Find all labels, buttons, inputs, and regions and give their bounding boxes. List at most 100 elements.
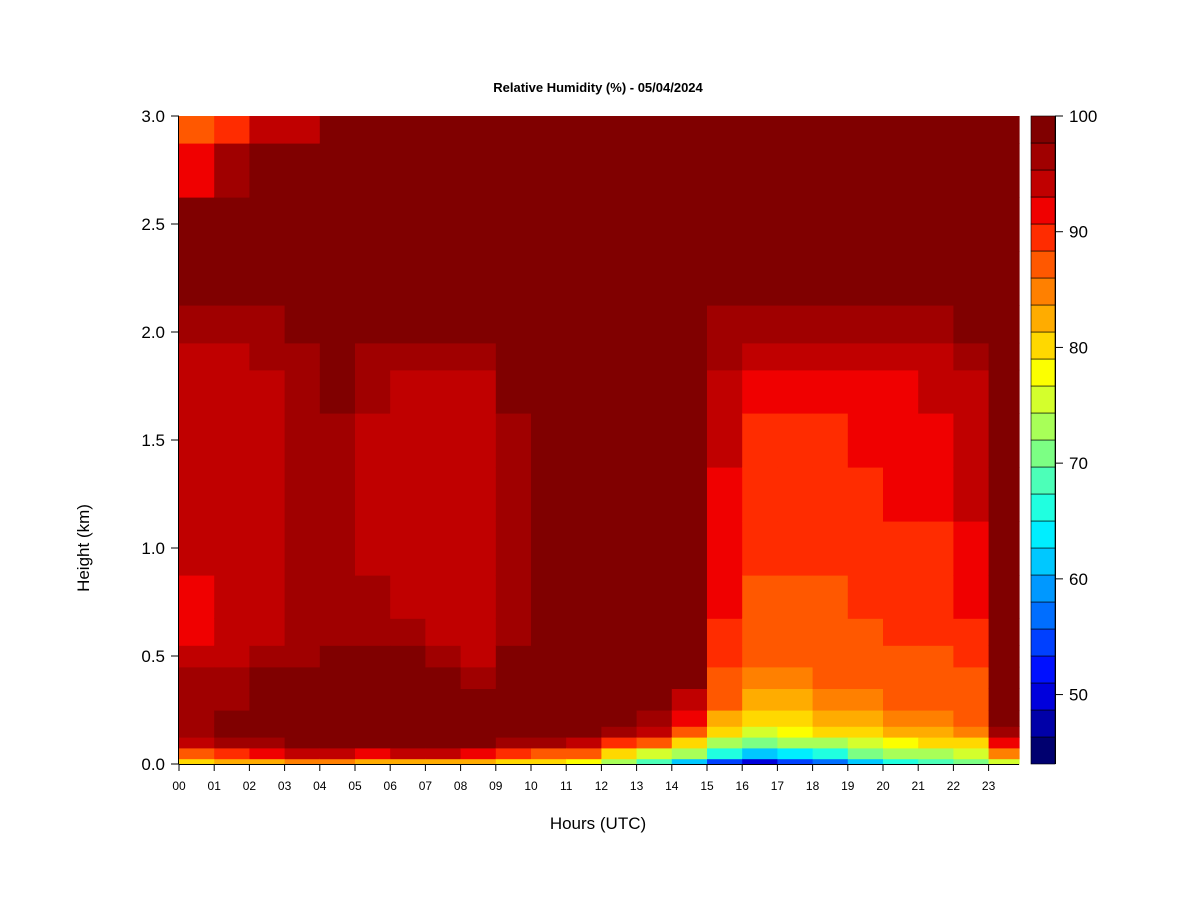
- colorbar-tick-label: 60: [1069, 570, 1088, 589]
- heatmap-cell: [461, 748, 497, 759]
- heatmap-cell: [742, 759, 778, 765]
- heatmap-cell: [813, 143, 849, 198]
- x-tick-label: 07: [419, 779, 433, 793]
- heatmap-cell: [989, 737, 1020, 748]
- heatmap-cell: [390, 618, 426, 646]
- x-tick-label: 08: [454, 779, 468, 793]
- x-tick-label: 15: [700, 779, 714, 793]
- x-tick-label: 18: [806, 779, 820, 793]
- heatmap-cell: [320, 521, 356, 576]
- heatmap-cell: [989, 521, 1020, 576]
- heatmap-cell: [742, 748, 778, 759]
- heatmap-cell: [918, 197, 954, 252]
- heatmap-cell: [672, 143, 708, 198]
- heatmap-cell: [214, 116, 250, 144]
- heatmap-cell: [179, 305, 215, 343]
- colorbar-swatch: [1031, 440, 1055, 467]
- heatmap-cell: [249, 759, 285, 765]
- heatmap-cell: [637, 688, 673, 710]
- heatmap-cell: [285, 116, 321, 144]
- x-tick-label: 23: [982, 779, 996, 793]
- heatmap-cell: [461, 116, 497, 144]
- heatmap-cell: [320, 305, 356, 343]
- heatmap-cell: [918, 251, 954, 306]
- heatmap-cell: [390, 413, 426, 468]
- heatmap-cell: [637, 618, 673, 646]
- heatmap-cell: [813, 197, 849, 252]
- heatmap-cell: [707, 343, 743, 371]
- heatmap-cell: [848, 575, 884, 619]
- heatmap-cell: [707, 251, 743, 306]
- heatmap-cell: [320, 343, 356, 371]
- heatmap-cell: [461, 467, 497, 522]
- x-tick-label: 20: [876, 779, 890, 793]
- heatmap-cell: [813, 343, 849, 371]
- heatmap-cell: [461, 143, 497, 198]
- heatmap-cell: [813, 759, 849, 765]
- heatmap-cell: [355, 645, 391, 667]
- heatmap-cell: [249, 618, 285, 646]
- heatmap-cell: [355, 251, 391, 306]
- heatmap-cell: [496, 575, 532, 619]
- heatmap-cell: [707, 645, 743, 667]
- heatmap-cell: [425, 197, 461, 252]
- heatmap-cell: [531, 251, 567, 306]
- heatmap-cell: [813, 667, 849, 689]
- colorbar-swatch: [1031, 494, 1055, 521]
- heatmap-cell: [355, 116, 391, 144]
- heatmap-cell: [179, 575, 215, 619]
- heatmap-cell: [601, 116, 637, 144]
- heatmap-cell: [320, 748, 356, 759]
- heatmap-cell: [214, 748, 250, 759]
- heatmap-cell: [320, 370, 356, 414]
- heatmap-cell: [742, 413, 778, 468]
- heatmap-cell: [179, 748, 215, 759]
- y-tick-label: 2.5: [141, 215, 165, 234]
- heatmap-cell: [390, 521, 426, 576]
- colorbar-swatch: [1031, 197, 1055, 224]
- heatmap-cell: [601, 305, 637, 343]
- colorbar-swatch: [1031, 251, 1055, 278]
- heatmap-cell: [601, 688, 637, 710]
- heatmap-cell: [461, 197, 497, 252]
- heatmap-cell: [461, 370, 497, 414]
- y-tick-label: 2.0: [141, 323, 165, 342]
- x-tick-label: 03: [278, 779, 292, 793]
- heatmap-cell: [531, 305, 567, 343]
- colorbar-swatch: [1031, 710, 1055, 737]
- heatmap-cell: [531, 343, 567, 371]
- heatmap-cell: [848, 467, 884, 522]
- heatmap-cell: [777, 737, 813, 748]
- heatmap-cell: [179, 521, 215, 576]
- heatmap-cell: [214, 710, 250, 727]
- heatmap-cell: [425, 618, 461, 646]
- heatmap-cell: [777, 343, 813, 371]
- heatmap-cell: [989, 413, 1020, 468]
- heatmap-cell: [285, 710, 321, 727]
- heatmap-cell: [918, 748, 954, 759]
- heatmap-cell: [813, 370, 849, 414]
- heatmap-cell: [672, 645, 708, 667]
- heatmap-cell: [285, 413, 321, 468]
- heatmap-cell: [883, 467, 919, 522]
- heatmap-cell: [601, 737, 637, 748]
- heatmap-cell: [953, 143, 989, 198]
- heatmap-cell: [461, 251, 497, 306]
- heatmap-cell: [672, 467, 708, 522]
- heatmap-cell: [179, 343, 215, 371]
- heatmap-cell: [285, 618, 321, 646]
- heatmap-cell: [531, 575, 567, 619]
- heatmap-cell: [918, 688, 954, 710]
- heatmap-cell: [601, 667, 637, 689]
- heatmap-cell: [461, 688, 497, 710]
- colorbar-swatch: [1031, 143, 1055, 170]
- heatmap-cell: [883, 305, 919, 343]
- heatmap-cell: [883, 688, 919, 710]
- x-tick-label: 06: [384, 779, 398, 793]
- heatmap-cell: [496, 251, 532, 306]
- heatmap-cell: [707, 143, 743, 198]
- heatmap-cell: [285, 305, 321, 343]
- heatmap-cell: [742, 116, 778, 144]
- heatmap-cell: [320, 618, 356, 646]
